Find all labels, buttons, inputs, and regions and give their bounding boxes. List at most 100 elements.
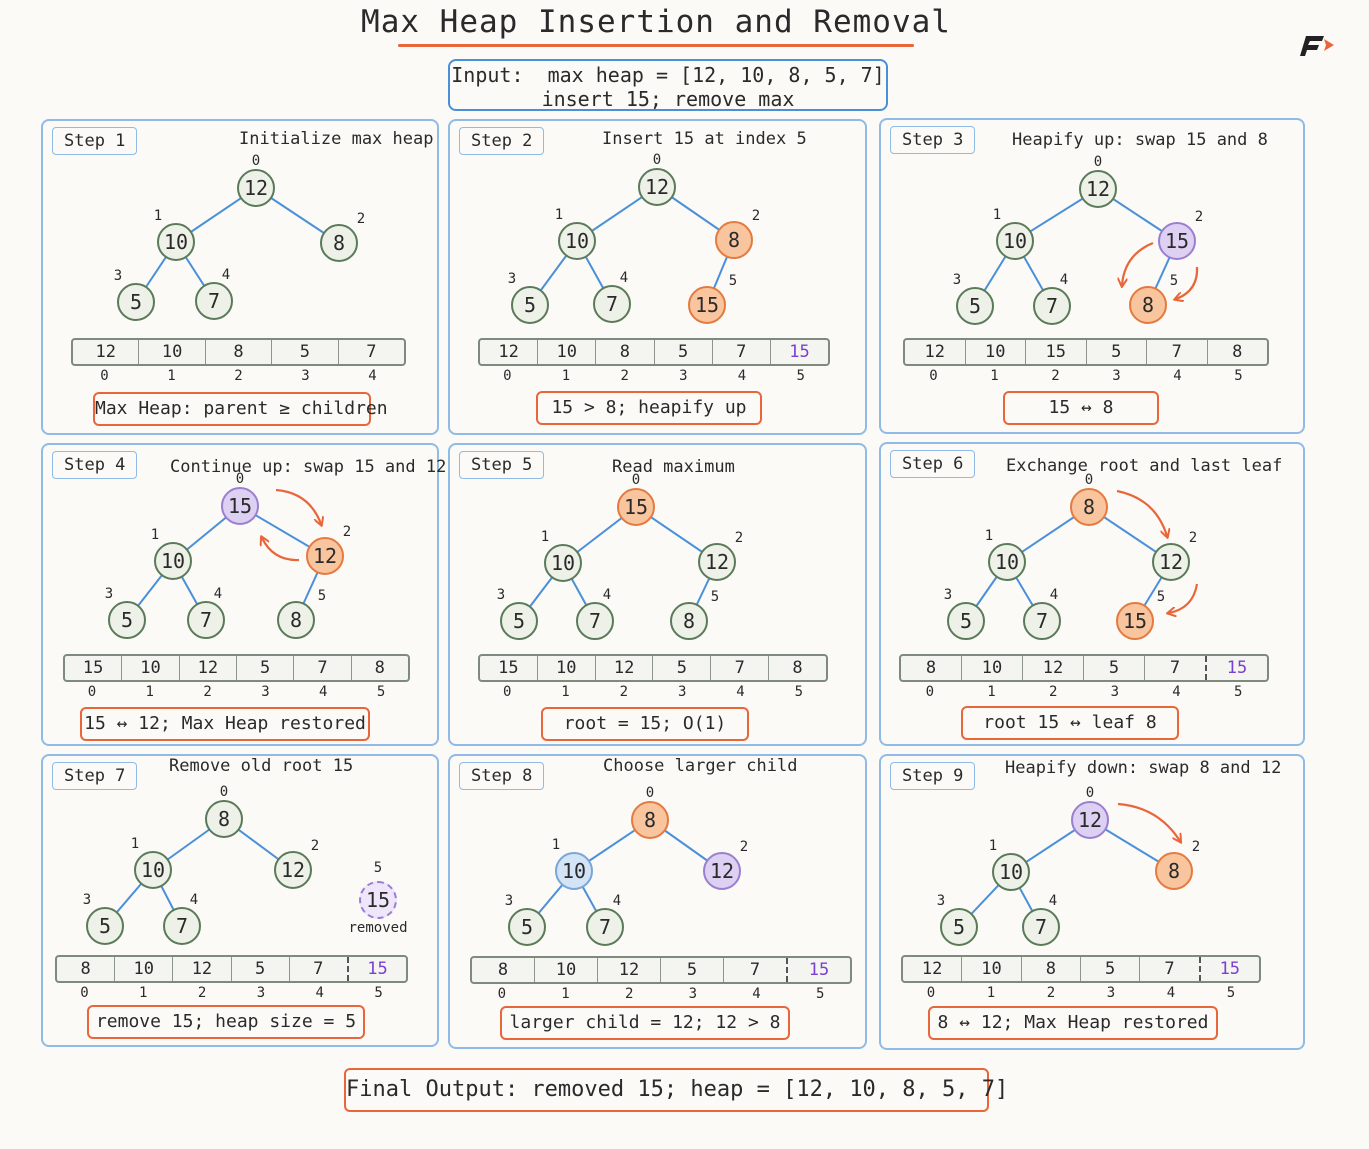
heap-node: 5 (940, 908, 978, 946)
array-cell: 7 (710, 656, 768, 680)
node-index: 0 (631, 472, 641, 488)
heap-node: 8 (320, 224, 358, 262)
swap-arrow-up (262, 538, 300, 562)
step-panel-6: Step 6 Exchange root and last leaf 8 0 10 1 12… (879, 442, 1305, 746)
node-index: 4 (213, 586, 223, 602)
step-label: Step 4 (52, 451, 138, 479)
heap-node: 5 (508, 908, 546, 946)
input-line-2: insert 15; remove max (541, 87, 795, 111)
array-cell: 7 (288, 957, 347, 981)
node-index: 3 (113, 268, 123, 284)
heap-node: 10 (996, 222, 1034, 260)
array-index: 2 (203, 684, 212, 700)
step-caption: root = 15; O(1) (541, 707, 749, 741)
heap-node: 8 (670, 602, 708, 640)
input-line-1: Input: max heap = [12, 10, 8, 5, 7] (451, 63, 885, 87)
heap-node: 10 (157, 223, 195, 261)
array-index: 1 (561, 986, 570, 1002)
array-index: 0 (503, 368, 512, 384)
node-index: 3 (504, 893, 514, 909)
heap-node: 5 (956, 287, 994, 325)
step-title: Insert 15 at index 5 (602, 129, 807, 149)
array-index: 3 (1112, 368, 1121, 384)
array-cell: 10 (534, 958, 597, 982)
array-index: 2 (624, 986, 634, 1002)
array-index: 5 (815, 986, 825, 1002)
swap-arrow-up (1122, 241, 1154, 285)
heap-node: 5 (108, 601, 146, 639)
array-cell: 5 (235, 656, 293, 680)
array-cell: 7 (1144, 656, 1205, 680)
heap-node: 10 (555, 852, 593, 890)
array-cell: 15 (498, 658, 519, 678)
array-index: 5 (1226, 985, 1236, 1001)
array-cell: 7 (1139, 957, 1198, 981)
node-index: 2 (1191, 839, 1201, 855)
heap-array: 15 10 12 5 7 8 (63, 654, 410, 682)
heap-node: 12 (703, 852, 741, 890)
array-index: 0 (929, 368, 938, 384)
heap-array: 12 10 8 5 7 15 (901, 955, 1261, 983)
heap-node: 12 (1071, 801, 1109, 839)
array-index: 5 (376, 684, 386, 700)
heap-node: 8 (1155, 852, 1193, 890)
heap-node: 8 (1070, 488, 1108, 526)
array-cell: 12 (172, 957, 230, 981)
heap-node: 7 (576, 602, 614, 640)
heap-node: 8 (1129, 286, 1167, 324)
node-index: 3 (507, 271, 517, 287)
node-index: 3 (496, 587, 506, 603)
array-cell: 8 (768, 656, 826, 680)
step-label: Step 7 (52, 762, 138, 790)
array-index: 2 (619, 684, 629, 700)
array-index: 2 (1046, 985, 1056, 1001)
heap-node: 10 (154, 542, 192, 580)
node-index: 5 (373, 860, 383, 876)
node-index: 1 (992, 207, 1002, 223)
node-index: 2 (751, 208, 761, 224)
heap-node: 15 (221, 487, 259, 525)
array-index: 2 (1048, 684, 1058, 700)
f-arrow-logo-icon (1300, 36, 1334, 56)
step-title: Heapify down: swap 8 and 12 (1005, 758, 1282, 778)
node-index: 0 (219, 784, 229, 800)
array-index: 4 (737, 368, 747, 384)
node-index: 4 (612, 893, 622, 909)
step-caption: root 15 ↔ leaf 8 (961, 706, 1179, 740)
heap-node: 5 (947, 602, 985, 640)
exchange-arrow-2 (1169, 583, 1199, 613)
step-label: Step 3 (890, 126, 976, 154)
array-index: 4 (1172, 684, 1181, 700)
step-title: Choose larger child (603, 756, 798, 776)
array-cell: 5 (660, 958, 723, 982)
heap-node: 5 (500, 602, 538, 640)
array-cell: 10 (964, 340, 1026, 364)
node-index: 2 (1188, 530, 1198, 546)
step-label: Step 2 (459, 127, 545, 155)
heap-node: 15 (617, 488, 655, 526)
node-index: 5 (1169, 273, 1179, 289)
step-title: Remove old root 15 (169, 756, 354, 776)
node-index: 2 (342, 524, 352, 540)
array-cell: 15 (1205, 656, 1267, 680)
array-index: 1 (139, 985, 148, 1001)
array-index: 0 (497, 986, 507, 1002)
heap-node: 12 (1152, 543, 1190, 581)
array-index: 4 (319, 684, 328, 700)
heap-node: 7 (1023, 602, 1061, 640)
heap-node: 5 (117, 283, 155, 321)
array-index: 0 (502, 684, 512, 700)
array-index: 5 (796, 368, 805, 384)
array-index: 3 (256, 985, 266, 1001)
array-index: 3 (677, 684, 687, 700)
heap-node: 7 (1033, 287, 1071, 325)
node-index: 5 (710, 589, 720, 605)
array-cell: 15 (1198, 957, 1259, 981)
array-index: 3 (301, 368, 310, 384)
node-index: 0 (652, 152, 662, 168)
node-index: 3 (952, 272, 962, 288)
heap-node: 5 (511, 286, 549, 324)
array-index: 5 (1234, 368, 1243, 384)
heap-node: 12 (1079, 170, 1117, 208)
array-index: 5 (794, 684, 804, 700)
